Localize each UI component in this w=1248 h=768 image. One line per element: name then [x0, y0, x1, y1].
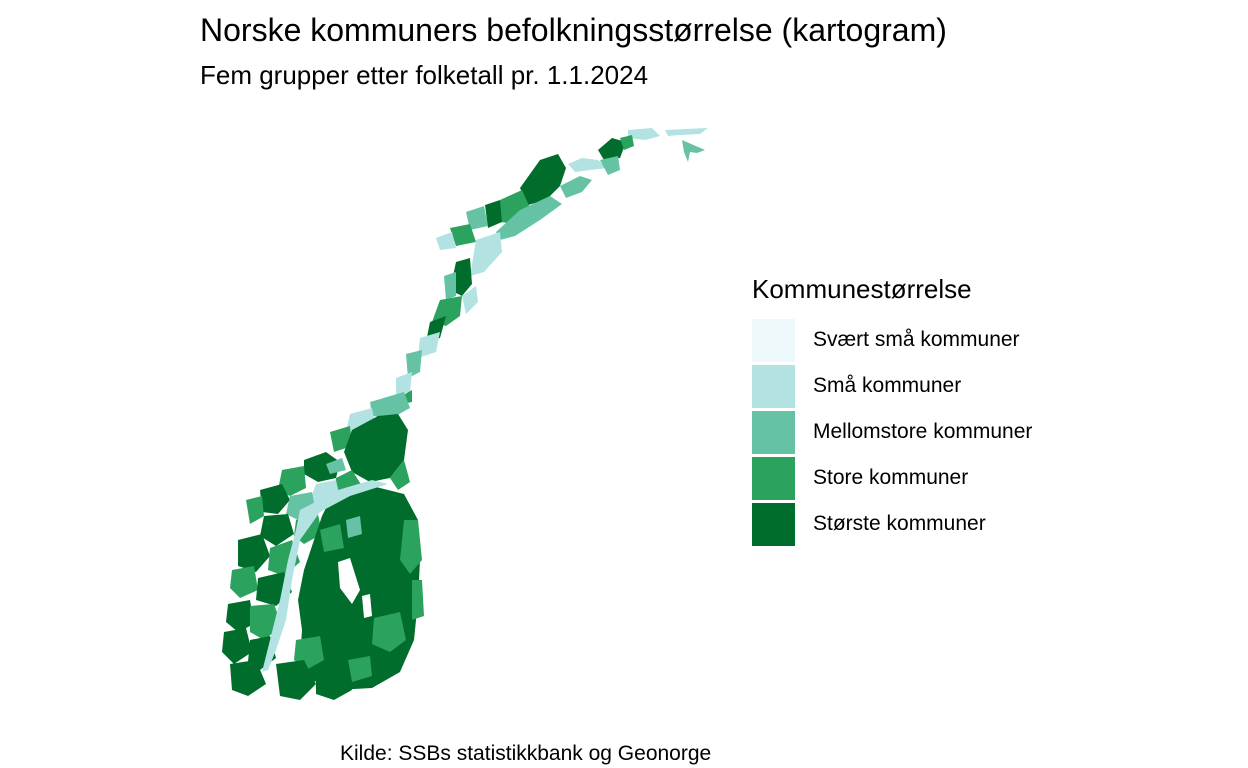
legend-item: Store kommuner	[752, 455, 1032, 501]
legend-item: Svært små kommuner	[752, 317, 1032, 363]
municipality-shape	[628, 128, 660, 140]
legend-label: Store kommuner	[813, 466, 969, 489]
municipality-shape	[230, 566, 258, 598]
legend-item: Mellomstore kommuner	[752, 409, 1032, 455]
municipality-shape	[260, 514, 294, 546]
region-east	[276, 486, 424, 700]
municipality-shape	[246, 496, 264, 524]
legend-item: Små kommuner	[752, 363, 1032, 409]
map-subtitle: Fem grupper etter folketall pr. 1.1.2024	[200, 60, 649, 90]
municipality-shape	[348, 656, 372, 682]
municipality-shape	[600, 156, 620, 175]
legend-title: Kommunestørrelse	[752, 274, 972, 304]
municipality-shape	[396, 372, 412, 396]
legend-label: Små kommuner	[813, 374, 962, 397]
map-title: Norske kommuners befolkningsstørrelse (k…	[200, 12, 947, 48]
legend-label: Største kommuner	[813, 512, 986, 535]
municipality-shape	[436, 232, 456, 250]
municipality-shape	[682, 140, 705, 162]
municipality-shape	[276, 660, 316, 700]
municipality-shape	[560, 176, 592, 198]
municipality-shape	[406, 350, 422, 378]
region-west	[222, 452, 362, 696]
region-middle	[396, 232, 502, 404]
legend-swatch	[752, 502, 795, 546]
lake-shape	[338, 558, 360, 604]
municipality-shape	[412, 580, 424, 620]
municipality-shape	[444, 272, 456, 300]
municipality-shape	[346, 516, 362, 538]
municipality-shape	[238, 534, 270, 572]
municipality-shape	[418, 332, 440, 358]
municipality-shape	[230, 660, 266, 696]
municipality-shape	[520, 154, 566, 205]
municipality-shape	[370, 392, 410, 418]
municipality-shape	[400, 520, 422, 574]
region-north	[436, 128, 708, 250]
municipality-shape	[304, 452, 340, 482]
municipality-shape	[598, 138, 626, 160]
legend-label: Svært små kommuner	[813, 328, 1020, 351]
municipality-shape	[278, 466, 306, 496]
municipality-shape	[372, 612, 406, 652]
municipality-shape	[568, 158, 608, 172]
municipality-shape	[316, 666, 352, 700]
legend-swatch	[752, 364, 795, 408]
municipality-shape	[326, 458, 346, 474]
municipality-shape	[262, 480, 388, 672]
municipality-shape	[462, 286, 478, 314]
region-trondelag	[330, 392, 410, 490]
municipality-shape	[226, 600, 254, 632]
municipality-shape	[665, 128, 708, 136]
municipality-shape	[450, 224, 476, 246]
legend-label: Mellomstore kommuner	[813, 420, 1033, 443]
municipality-shape	[620, 135, 634, 150]
municipality-shape	[260, 484, 290, 514]
municipality-shape	[344, 414, 408, 482]
legend: Kommunestørrelse Svært små kommuner Små …	[752, 271, 1032, 547]
municipality-shape	[470, 232, 502, 276]
municipality-shape	[466, 206, 488, 230]
legend-swatch	[752, 410, 795, 454]
municipality-shape	[320, 524, 344, 552]
municipality-shape	[485, 200, 502, 228]
municipality-shape	[496, 196, 562, 240]
legend-swatch	[752, 318, 795, 362]
municipality-shape	[222, 628, 252, 664]
lake-shape	[362, 594, 372, 618]
legend-item: Største kommuner	[752, 501, 1032, 547]
source-caption: Kilde: SSBs statistikkbank og Geonorge	[340, 742, 712, 765]
legend-swatch	[752, 456, 795, 500]
municipality-shape	[390, 460, 410, 490]
region-fjords	[262, 458, 388, 672]
